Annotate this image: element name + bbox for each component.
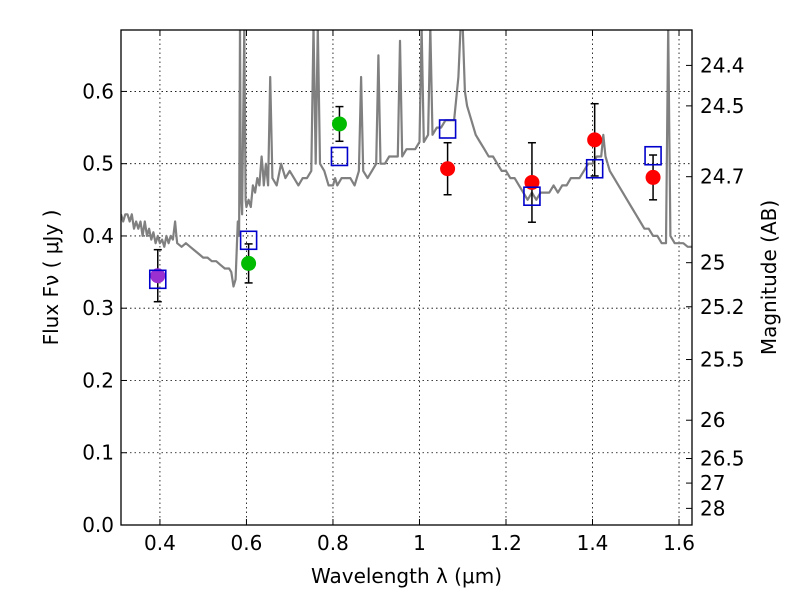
y-tick-label: 0.3 [82,296,114,320]
y2-tick-label: 25.5 [700,348,745,372]
y2-axis-label: Magnitude (AB) [757,200,781,355]
x-tick-label: 1.4 [577,531,609,555]
x-tick-label: 0.8 [317,531,349,555]
data-point [331,116,347,132]
y2-tick-label: 24.4 [700,53,745,77]
y-tick-label: 0.6 [82,79,114,103]
y-axis-label: Flux Fν ( μJy ) [39,210,63,346]
x-tick-label: 1.2 [490,531,522,555]
x-tick-label: 0.6 [231,531,263,555]
y2-tick-label: 27 [700,471,725,495]
data-point [150,268,166,284]
y2-tick-label: 24.5 [700,94,745,118]
y-tick-label: 0.4 [82,224,114,248]
y-tick-label: 0.1 [82,441,114,465]
y2-tick-label: 25 [700,251,725,275]
spectrum-line [121,30,692,288]
ticks-layer: 0.4 0.6 0.8 1 1.2 1.4 1.6 0.0 0.1 0.2 0.3 0.4 0.5 0.6… [82,30,745,555]
data-point [241,255,257,271]
model-point-square [148,269,167,290]
spectrum-layer [121,30,692,288]
model-point-square [438,119,457,139]
y2-tick-label: 26 [700,408,725,432]
data-point [524,174,540,190]
y-tick-label: 0.2 [82,368,114,392]
y2-tick-label: 25.2 [700,295,745,319]
data-point [587,132,603,148]
y2-tick-label: 28 [700,496,725,520]
y-tick-label: 0.0 [82,513,114,537]
plot-frame [120,29,693,526]
model-point-square [239,230,258,251]
model-point-square [644,145,662,166]
model-point-square [585,158,604,179]
data-point [440,161,456,177]
x-tick-label: 1.6 [663,531,695,555]
data-points-layer [148,102,662,303]
model-point-square [523,186,541,207]
x-tick-label: 1 [413,531,426,555]
model-point-square [330,146,349,167]
x-axis-label: Wavelength λ (μm) [311,564,502,588]
y-tick-label: 0.5 [82,152,114,176]
data-point [645,169,661,185]
x-tick-label: 0.4 [144,531,176,555]
y2-tick-label: 26.5 [700,447,745,471]
y2-tick-label: 24.7 [700,165,745,189]
gridlines [121,30,692,526]
